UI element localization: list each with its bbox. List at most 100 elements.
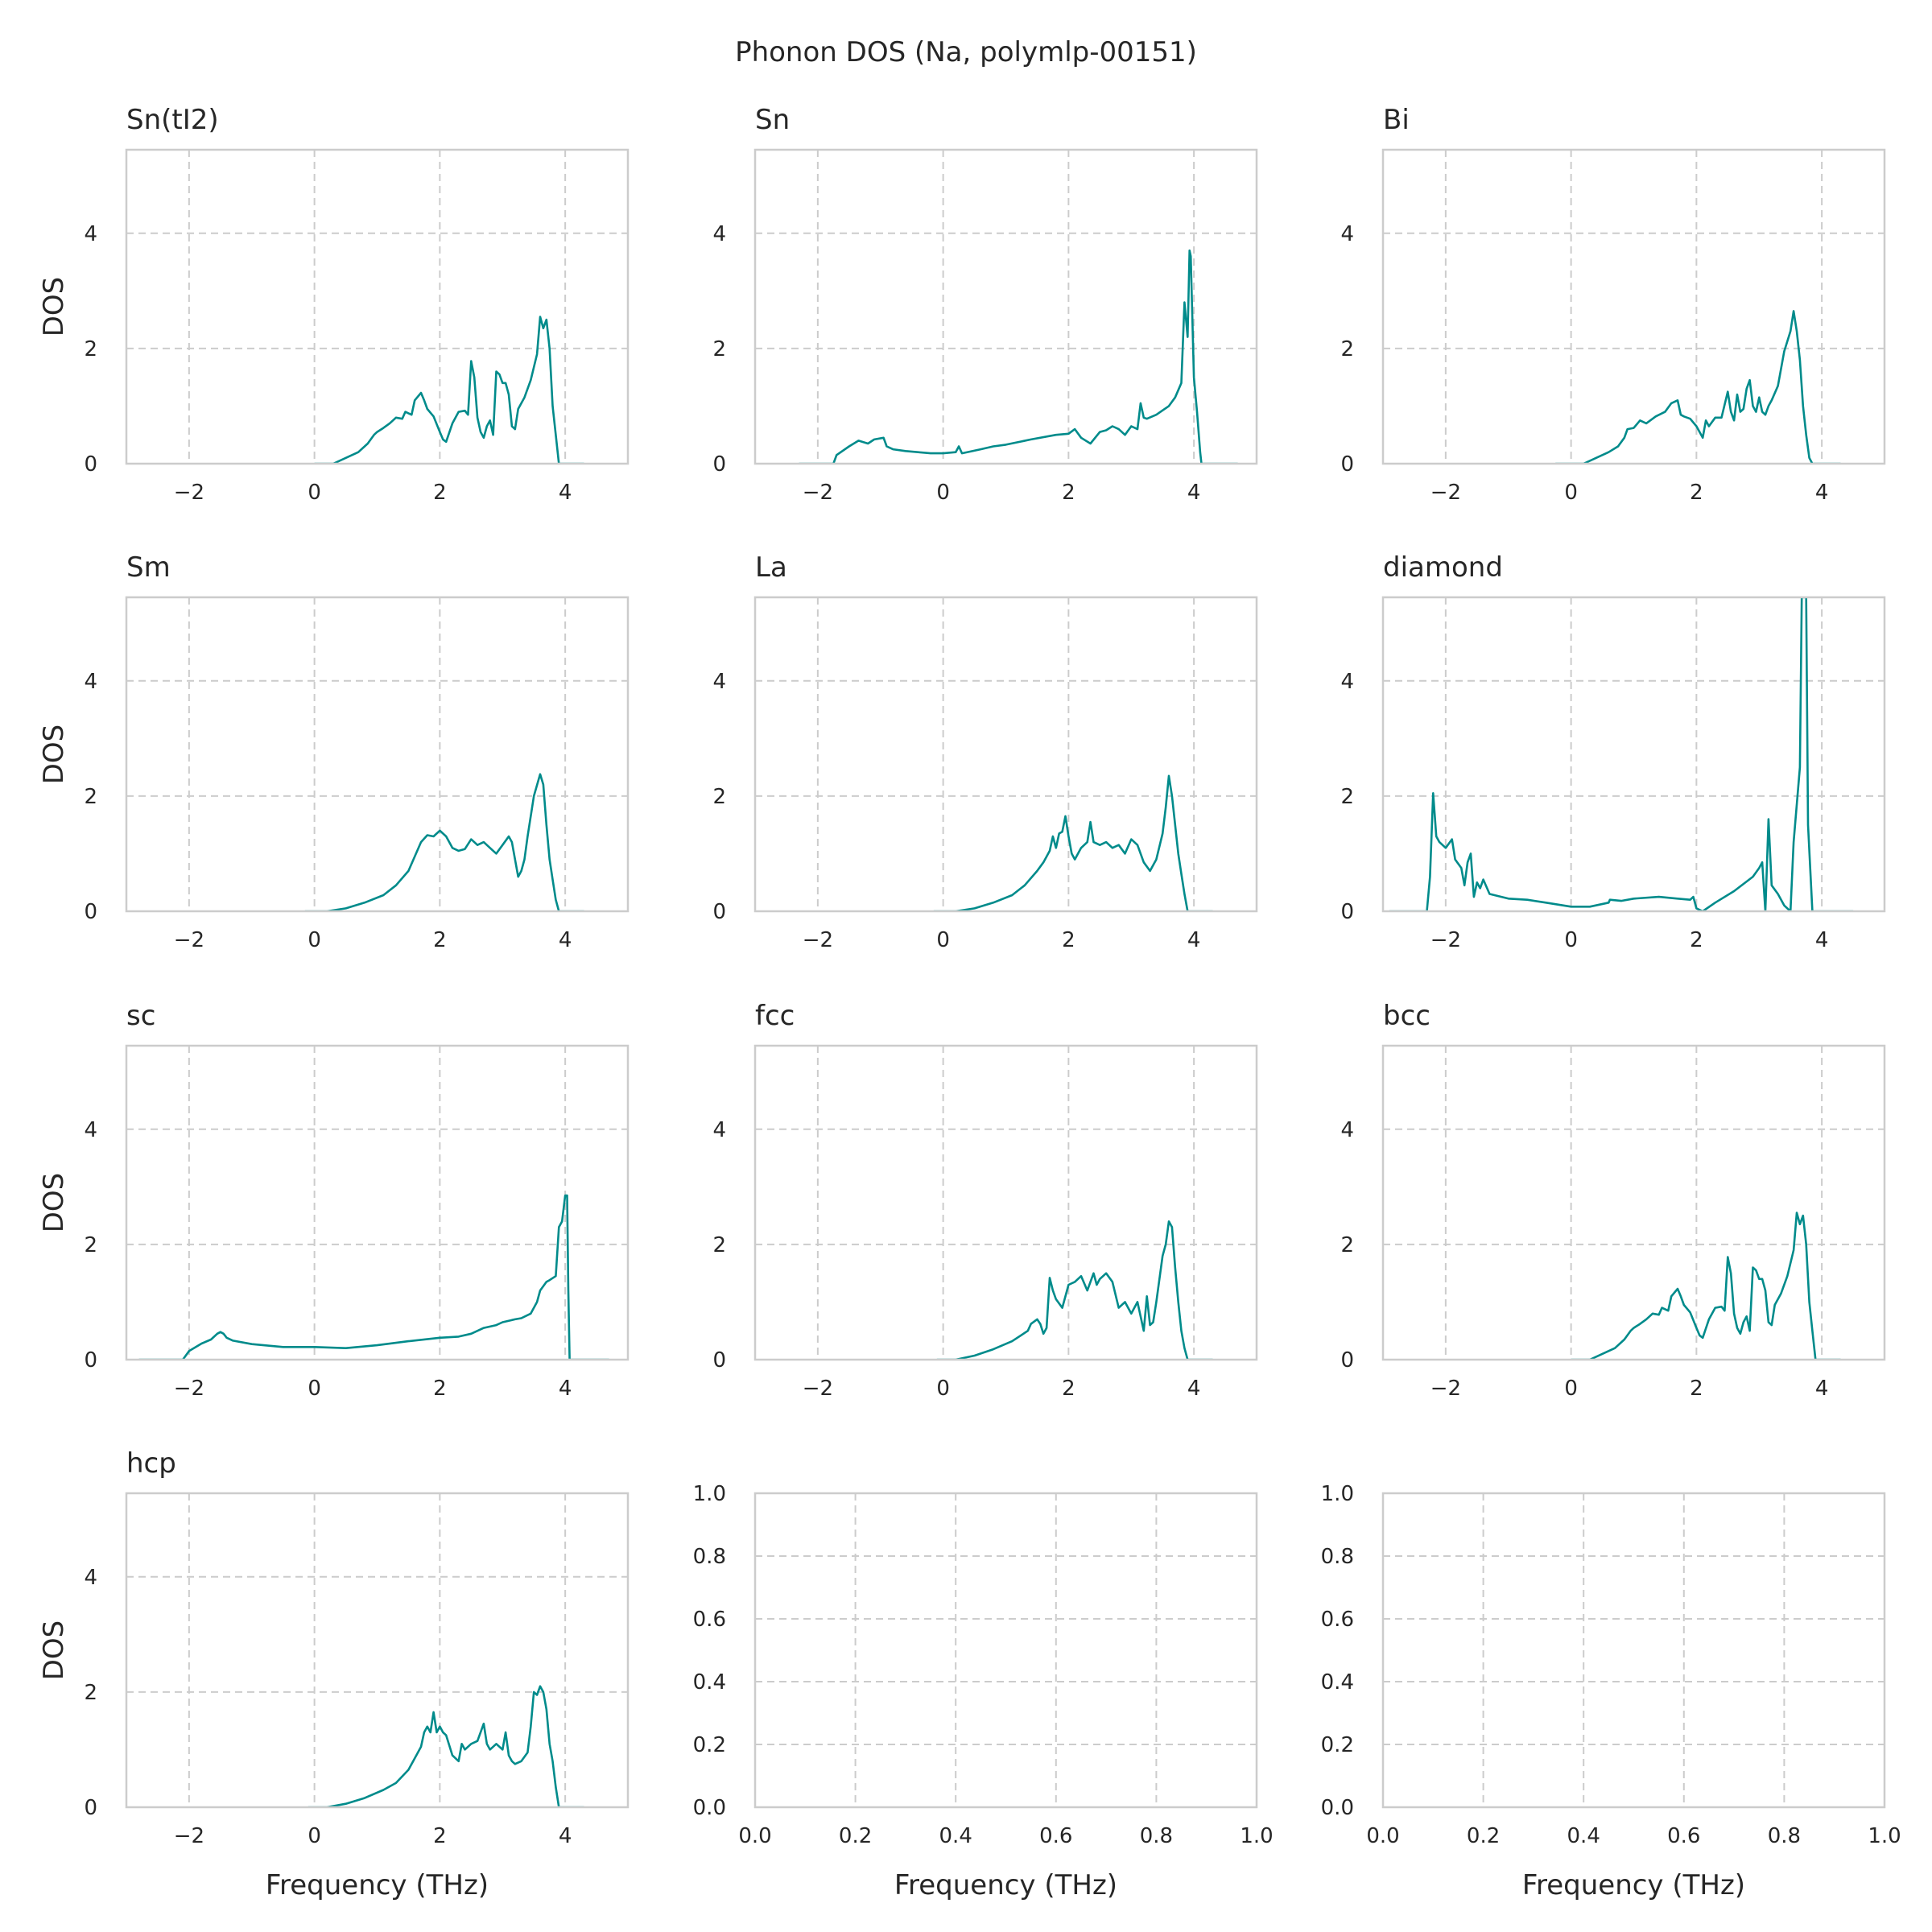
x-tick-label: 4 <box>1815 1377 1829 1401</box>
x-tick-label: 2 <box>1690 928 1703 952</box>
x-tick-label: 2 <box>433 1377 447 1401</box>
x-tick-label: 0 <box>1564 481 1578 505</box>
x-tick-label: −2 <box>174 1377 204 1401</box>
x-tick-label: 2 <box>1062 928 1075 952</box>
dos-line <box>933 774 1213 911</box>
y-axis-label: DOS <box>38 1173 70 1233</box>
y-tick-label: 0.8 <box>693 1545 726 1569</box>
x-axis-label: Frequency (THz) <box>1522 1869 1745 1901</box>
axes-frame <box>125 596 630 913</box>
y-tick-label: 1.0 <box>693 1482 726 1506</box>
x-tick-label: −2 <box>1430 928 1461 952</box>
x-tick-label: 4 <box>1187 928 1201 952</box>
dos-line <box>308 1685 584 1807</box>
y-tick-label: 0.4 <box>693 1670 726 1695</box>
x-tick-label: 4 <box>1815 481 1829 505</box>
x-tick-label: 0.0 <box>1366 1824 1399 1848</box>
x-tick-label: 0.8 <box>1140 1824 1173 1848</box>
x-tick-label: 2 <box>1690 481 1703 505</box>
y-tick-label: 2 <box>84 337 97 361</box>
subplot-bi: −2 0 2 4 0 2 4 Bi <box>1340 104 1886 505</box>
x-tick-label: −2 <box>174 928 204 952</box>
x-tick-label: 4 <box>559 481 572 505</box>
y-tick-label: 2 <box>712 1233 726 1257</box>
y-tick-label: 0 <box>84 900 97 924</box>
y-tick-label: 4 <box>712 670 726 694</box>
subplot-sn: −2 0 2 4 0 2 4 Sn <box>712 104 1258 505</box>
x-tick-label: 2 <box>433 928 447 952</box>
x-tick-label: 1.0 <box>1868 1824 1901 1848</box>
y-tick-label: 2 <box>1340 1233 1354 1257</box>
y-tick-label: 0.4 <box>1321 1670 1354 1695</box>
subplot-title: Bi <box>1383 104 1410 136</box>
x-tick-label: 0 <box>308 1377 321 1401</box>
figure-title: Phonon DOS (Na, polymlp-00151) <box>735 36 1197 68</box>
y-tick-label: 4 <box>84 670 97 694</box>
x-tick-label: 4 <box>1815 928 1829 952</box>
x-tick-label: 2 <box>433 1824 447 1848</box>
x-tick-label: 2 <box>1062 481 1075 505</box>
subplot-title: Sn(tI2) <box>126 104 219 136</box>
subplot-title: Sm <box>126 551 171 584</box>
subplot-title: fcc <box>755 1000 795 1032</box>
x-tick-label: 0.8 <box>1768 1824 1801 1848</box>
y-tick-label: 4 <box>1340 670 1354 694</box>
x-tick-label: 0 <box>936 1377 950 1401</box>
dos-line <box>936 1220 1213 1360</box>
y-tick-label: 0 <box>84 452 97 477</box>
axes-frame <box>753 148 1258 465</box>
y-tick-label: 2 <box>712 337 726 361</box>
y-tick-label: 2 <box>84 1681 97 1705</box>
subplot-hcp: −2 0 2 4 0 2 4 hcp DOS Frequency (THz) <box>38 1447 630 1901</box>
y-tick-label: 4 <box>712 222 726 246</box>
subplot-title: Sn <box>755 104 790 136</box>
x-tick-label: 0.0 <box>738 1824 771 1848</box>
y-tick-label: 0 <box>1340 452 1354 477</box>
x-tick-label: 0.4 <box>939 1824 972 1848</box>
x-tick-label: 0.4 <box>1567 1824 1600 1848</box>
y-tick-label: 0.6 <box>1321 1608 1354 1632</box>
x-axis-label: Frequency (THz) <box>894 1869 1117 1901</box>
subplot-diamond: −2 0 2 4 0 2 4 diamond <box>1340 551 1886 952</box>
subplot-la: −2 0 2 4 0 2 4 La <box>712 551 1258 952</box>
dos-line <box>304 773 584 911</box>
subplot-title: diamond <box>1383 551 1503 584</box>
x-tick-label: 4 <box>559 1377 572 1401</box>
x-tick-label: 1.0 <box>1240 1824 1273 1848</box>
y-tick-label: 4 <box>712 1118 726 1142</box>
y-tick-label: 4 <box>84 1566 97 1590</box>
dos-line <box>799 249 1238 464</box>
subplot-title: hcp <box>126 1447 176 1480</box>
subplot-title: La <box>755 551 787 584</box>
x-tick-label: −2 <box>174 481 204 505</box>
y-tick-label: 0 <box>84 1796 97 1820</box>
y-tick-label: 0.0 <box>693 1796 726 1820</box>
subplot-sn-ti2-: −2 0 2 4 0 2 4 Sn(tI2) DOS <box>38 104 630 505</box>
x-tick-label: 4 <box>1187 481 1201 505</box>
y-tick-label: 0.8 <box>1321 1545 1354 1569</box>
y-tick-label: 0 <box>712 1348 726 1373</box>
x-tick-label: 0.6 <box>1667 1824 1700 1848</box>
y-tick-label: 4 <box>1340 222 1354 246</box>
y-tick-label: 0.2 <box>693 1733 726 1757</box>
subplot-grid: −2 0 2 4 0 2 4 Sn(tI2) DOS −2 0 2 4 0 2 4 Sn −2 0 2 4 0 2 4 Bi −2… <box>38 104 1901 1901</box>
x-tick-label: −2 <box>1430 1377 1461 1401</box>
y-tick-label: 0 <box>1340 900 1354 924</box>
y-tick-label: 0 <box>712 900 726 924</box>
y-tick-label: 2 <box>712 785 726 809</box>
subplot-empty-10: 0.0 0.2 0.4 0.6 0.8 1.0 0.0 0.2 0.4 0.6 0.8 1.0 Freq… <box>693 1482 1274 1901</box>
axes-frame <box>125 1044 630 1361</box>
y-axis-label: DOS <box>38 277 70 337</box>
axes-frame <box>753 1492 1258 1809</box>
axes-frame <box>753 596 1258 913</box>
x-tick-label: 0.6 <box>1039 1824 1072 1848</box>
y-tick-label: 2 <box>1340 785 1354 809</box>
subplot-sm: −2 0 2 4 0 2 4 Sm DOS <box>38 551 630 952</box>
x-tick-label: 0 <box>1564 928 1578 952</box>
axes-frame <box>125 1492 630 1809</box>
subplot-sc: −2 0 2 4 0 2 4 sc DOS <box>38 1000 630 1401</box>
y-tick-label: 0.2 <box>1321 1733 1354 1757</box>
y-tick-label: 0 <box>84 1348 97 1373</box>
y-axis-label: DOS <box>38 1620 70 1681</box>
subplot-empty-11: 0.0 0.2 0.4 0.6 0.8 1.0 0.0 0.2 0.4 0.6 0.8 1.0 Freq… <box>1321 1482 1901 1901</box>
